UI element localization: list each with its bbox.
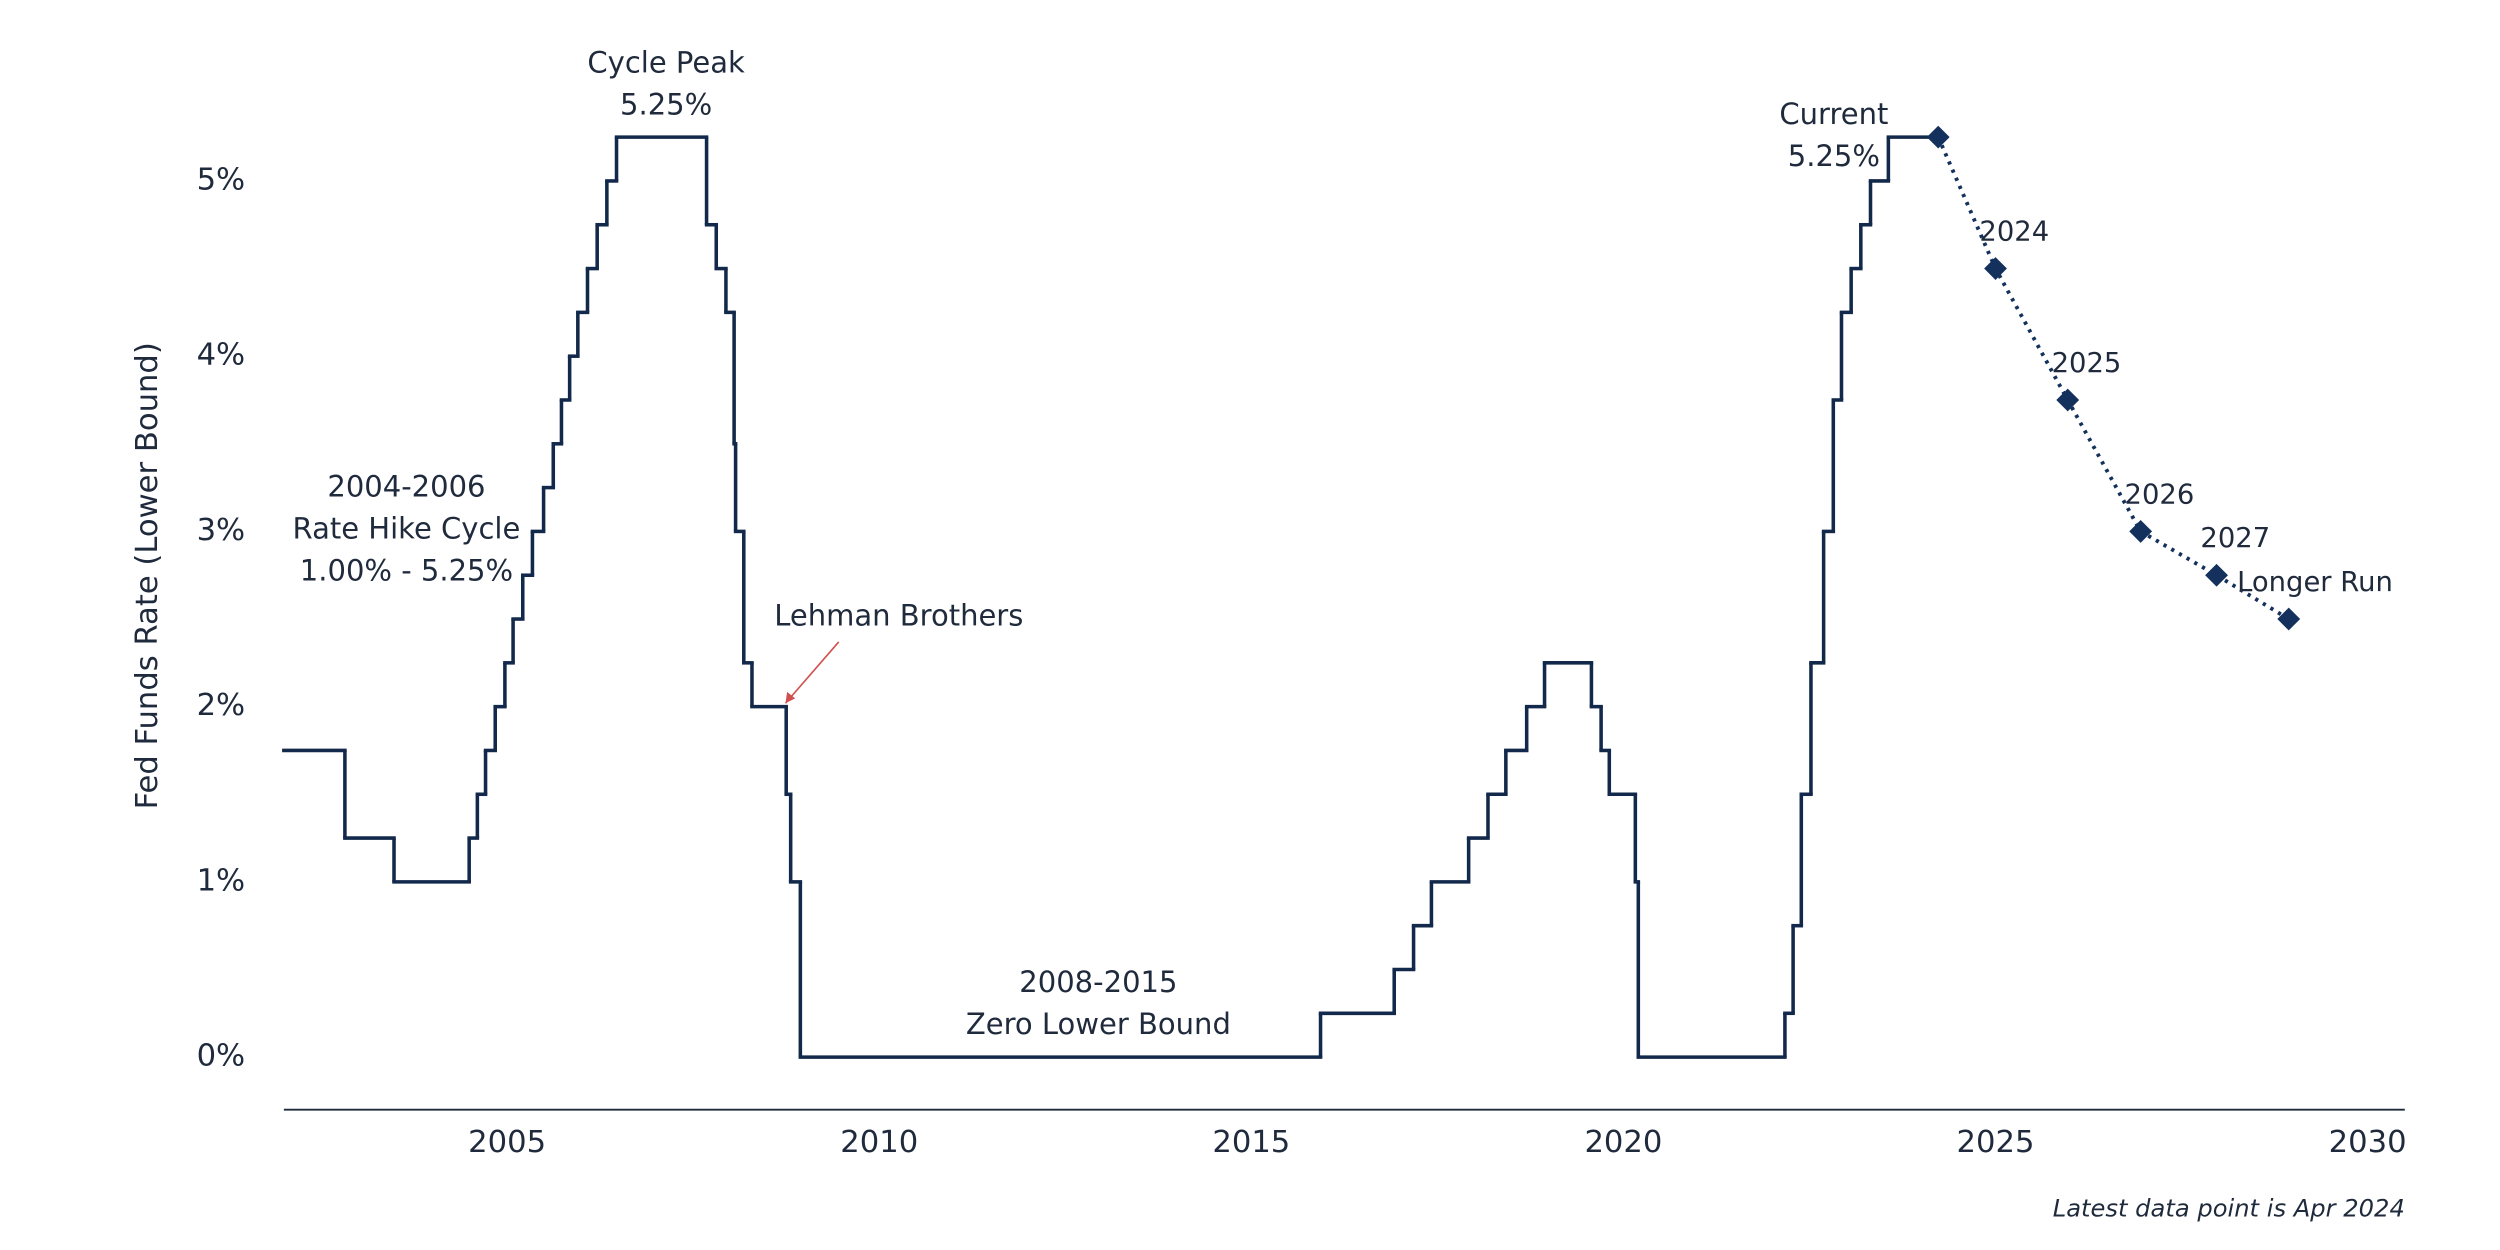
projection-marker [1926,125,1950,149]
y-axis-label: Fed Funds Rate (Lower Bound) [130,342,165,809]
point-label: 2024 [1979,217,2049,248]
point-label: 2026 [2125,479,2195,510]
projection-marker [2056,388,2080,412]
arrow-head [785,691,796,704]
annotation: Zero Lower Bound [966,1007,1231,1041]
annotation-arrow [784,641,840,704]
x-tick-label: 2025 [1957,1125,2035,1160]
y-tick-label: 3% [197,513,246,548]
y-tick-label: 0% [197,1039,246,1074]
annotation: 5.25% [1788,139,1880,173]
x-tick-label: 2020 [1584,1125,1662,1160]
annotation: 2008-2015 [1019,965,1177,999]
projection-marker [2277,607,2301,631]
x-tick-label: 2010 [840,1125,918,1160]
annotation: Lehman Brothers [774,599,1023,633]
x-tick-label: 2030 [2329,1125,2407,1160]
point-label: 2027 [2200,523,2270,554]
y-tick-label: 2% [197,688,246,723]
x-tick-label: 2005 [468,1125,546,1160]
annotation: 5.25% [620,87,712,121]
point-label: Longer Run [2237,567,2393,598]
x-tick-label: 2015 [1212,1125,1290,1160]
annotation: Rate Hike Cycle [293,512,521,546]
annotation: Cycle Peak [587,46,745,80]
footnote: Latest data point is Apr 2024 [2053,1195,2405,1223]
annotation: 1.00% - 5.25% [300,554,513,588]
projection-marker [2205,563,2228,587]
point-label: 2025 [2052,348,2122,379]
projection-marker [2129,520,2153,543]
annotation: Current [1779,97,1888,131]
annotation: 2004-2006 [327,470,485,504]
y-tick-label: 5% [197,162,246,197]
y-tick-label: 4% [197,338,246,373]
projection-marker [1984,257,2007,280]
y-tick-label: 1% [197,863,246,898]
